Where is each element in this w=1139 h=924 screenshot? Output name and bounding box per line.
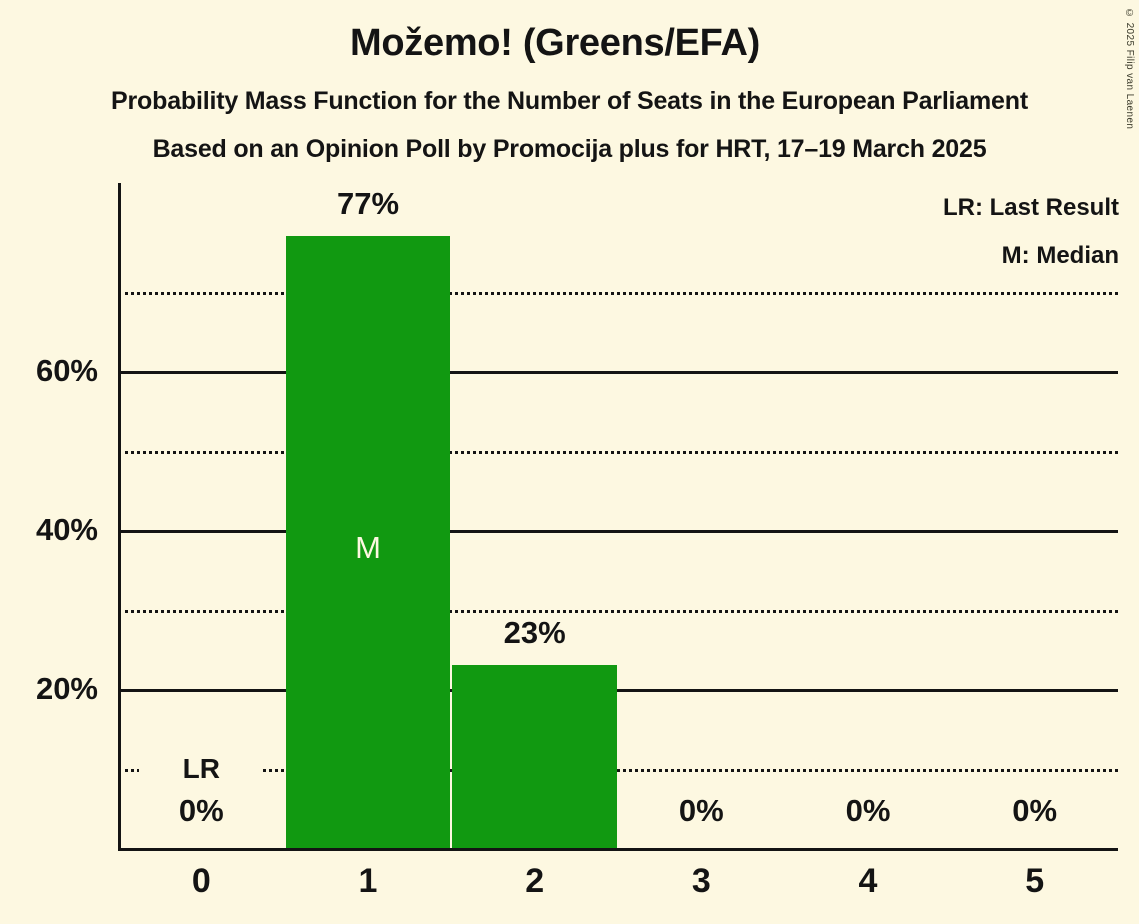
value-label-seats-3: 0% xyxy=(678,793,724,828)
x-axis-label-4: 4 xyxy=(858,862,878,900)
chart-subtitle-primary: Probability Mass Function for the Number… xyxy=(111,87,1028,115)
y-axis-label-60: 60% xyxy=(35,353,98,388)
x-axis-label-1: 1 xyxy=(358,862,378,900)
x-axis-label-2: 2 xyxy=(525,862,545,900)
gridline-minor-70 xyxy=(118,291,1118,295)
gridline-minor-50 xyxy=(118,450,1118,454)
copyright-notice: © 2025 Filip van Laenen xyxy=(1124,8,1135,130)
chart-title: Možemo! (Greens/EFA) xyxy=(350,22,760,64)
plot-area: M 0% 77% 23% 0% 0% 0% LR xyxy=(118,183,1118,851)
gridline-major-20 xyxy=(118,689,1118,692)
y-axis-label-40: 40% xyxy=(35,512,98,547)
x-axis-line xyxy=(118,848,1118,851)
gridline-minor-10 xyxy=(118,768,1118,772)
value-label-seats-1: 77% xyxy=(336,185,400,221)
chart-subtitle-secondary: Based on an Opinion Poll by Promocija pl… xyxy=(152,135,987,163)
gridline-major-60 xyxy=(118,371,1118,374)
bar-seats-1[interactable]: M xyxy=(285,235,451,848)
gridline-major-40 xyxy=(118,530,1118,533)
value-label-seats-5: 0% xyxy=(1012,793,1058,828)
value-label-seats-2: 23% xyxy=(503,615,566,651)
chart-legend: LR: Last Result M: Median xyxy=(943,184,1119,280)
median-marker: M xyxy=(355,530,381,565)
y-axis-label-20: 20% xyxy=(35,671,98,706)
value-label-seats-0: 0% xyxy=(178,793,224,828)
value-label-seats-4: 0% xyxy=(845,793,891,828)
gridline-minor-30 xyxy=(118,609,1118,613)
legend-item-last-result: LR: Last Result xyxy=(942,194,1119,221)
bar-seats-2[interactable] xyxy=(452,665,617,848)
y-axis-line xyxy=(118,183,121,848)
x-axis-label-5: 5 xyxy=(1025,862,1045,900)
x-axis-label-3: 3 xyxy=(691,862,711,900)
last-result-marker: LR xyxy=(139,752,264,785)
legend-item-median: M: Median xyxy=(1001,242,1119,269)
x-axis-label-0: 0 xyxy=(191,862,211,900)
